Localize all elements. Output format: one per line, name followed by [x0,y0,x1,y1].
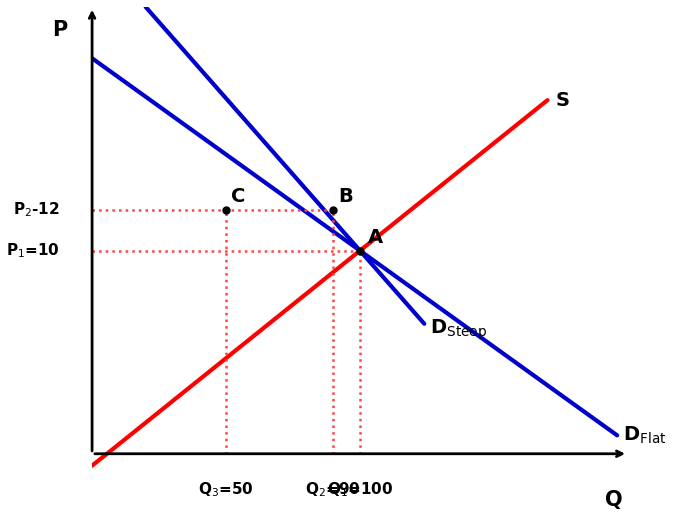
Text: C: C [232,187,246,206]
Text: Q$_3$=50: Q$_3$=50 [199,480,254,499]
Text: S: S [555,91,569,110]
Text: D$_{\rm Steep}$: D$_{\rm Steep}$ [429,318,487,342]
Text: Q$_2$=90: Q$_2$=90 [306,480,361,499]
Text: Q$_1$=100: Q$_1$=100 [327,480,393,499]
Text: P$_1$=10: P$_1$=10 [6,241,60,260]
Text: A: A [368,227,383,247]
Text: Q: Q [605,491,623,510]
Text: P: P [52,20,67,40]
Text: P$_2$-12: P$_2$-12 [13,200,60,220]
Text: B: B [339,187,353,206]
Text: D$_{\rm Flat}$: D$_{\rm Flat}$ [623,425,666,446]
